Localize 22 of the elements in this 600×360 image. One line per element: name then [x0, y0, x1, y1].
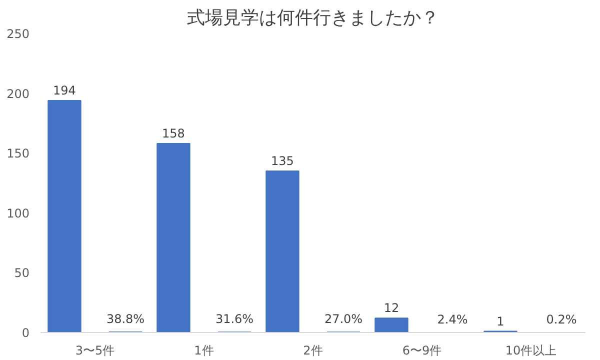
y-tick-label: 0	[22, 326, 30, 340]
chart-title: 式場見学は何件行きましたか？	[187, 8, 439, 28]
data-label: 27.0%	[324, 312, 363, 326]
data-label: 135	[271, 154, 294, 168]
x-tick-label: 6〜9件	[402, 344, 442, 358]
data-label: 194	[53, 83, 76, 98]
data-label: 158	[162, 126, 185, 141]
x-tick-label: 3〜5件	[75, 344, 115, 358]
data-label: 31.6%	[215, 312, 254, 326]
data-label: 38.8%	[106, 312, 145, 326]
y-tick-label: 150	[6, 146, 30, 161]
data-label: 0.2%	[546, 312, 577, 326]
y-tick-label: 100	[6, 206, 30, 220]
y-tick-label: 50	[14, 266, 30, 280]
data-label: 1	[496, 314, 504, 328]
data-label: 2.4%	[437, 312, 468, 326]
x-tick-label: 10件以上	[505, 344, 557, 358]
x-tick-label: 1件	[194, 344, 214, 358]
y-tick-label: 200	[6, 86, 30, 101]
x-tick-label: 2件	[303, 344, 323, 358]
data-label: 12	[384, 301, 400, 316]
y-tick-label: 250	[6, 27, 30, 41]
